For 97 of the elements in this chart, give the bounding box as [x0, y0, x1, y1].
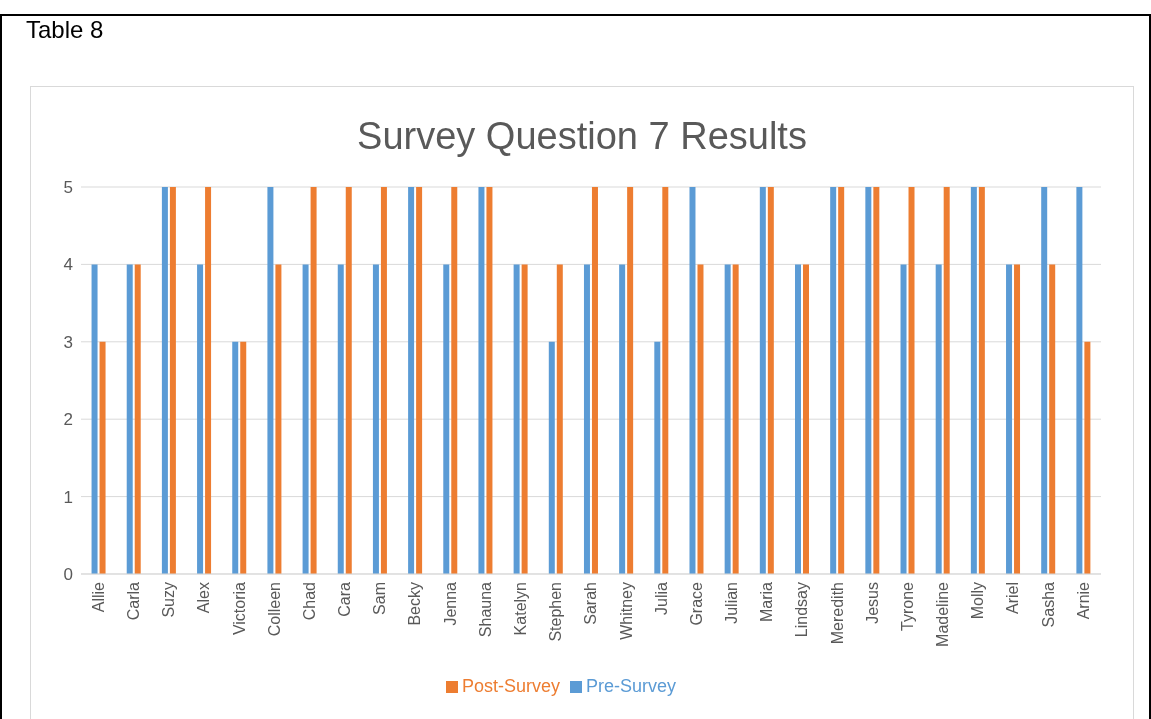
bar: [372, 264, 379, 574]
bar: [591, 187, 598, 574]
x-tick-label: Julia: [652, 581, 670, 615]
bar: [662, 187, 669, 574]
bar: [873, 187, 880, 574]
x-tick-label: Becky: [406, 582, 424, 626]
y-tick-label: 4: [63, 255, 73, 275]
y-tick-label: 1: [63, 487, 73, 507]
x-tick-label: Jenna: [441, 581, 459, 626]
bar: [205, 187, 212, 574]
bar: [267, 187, 274, 574]
bar: [548, 341, 555, 574]
x-tick-label: Jesus: [863, 582, 881, 624]
x-tick-label: Molly: [969, 582, 987, 620]
bar: [795, 264, 801, 574]
bar: [970, 187, 977, 574]
x-tick-label: Meredith: [828, 582, 846, 645]
x-tick-label: Sam: [371, 582, 389, 615]
y-tick-label: 0: [63, 565, 73, 585]
y-tick-label: 2: [63, 410, 73, 430]
x-tick-label: Whitney: [617, 582, 635, 640]
bar: [134, 264, 141, 574]
x-tick-label: Tyrone: [898, 581, 916, 631]
bar: [486, 187, 493, 574]
x-tick-label: Victoria: [230, 581, 248, 636]
bar: [443, 264, 450, 574]
bar: [380, 187, 387, 574]
bar: [556, 264, 563, 574]
bar: [416, 187, 423, 574]
bar: [732, 264, 739, 574]
bar: [1041, 187, 1048, 574]
x-tick-label: Lindsay: [793, 582, 811, 638]
bar: [697, 264, 704, 574]
x-tick-label: Chad: [300, 582, 318, 621]
bar: [830, 187, 837, 574]
bar: [513, 264, 520, 574]
bar: [197, 264, 204, 574]
bar: [627, 187, 634, 574]
bar: [478, 187, 485, 574]
bar: [978, 187, 985, 574]
bar: [865, 187, 872, 574]
x-tick-label: Maria: [758, 581, 776, 623]
x-tick-label: Colleen: [265, 582, 283, 637]
bar: [310, 187, 317, 574]
bar: [408, 187, 415, 574]
x-tick-label: Arnie: [1074, 581, 1092, 620]
bar: [232, 341, 239, 574]
x-tick-label: Carla: [125, 581, 143, 621]
bar: [935, 264, 942, 574]
x-tick-label: Katelyn: [512, 582, 530, 636]
bar: [302, 264, 309, 574]
y-tick-label: 3: [63, 332, 73, 352]
bar: [240, 341, 247, 574]
bar: [724, 264, 731, 574]
bar: [759, 187, 766, 574]
x-tick-label: Sarah: [582, 582, 600, 625]
bar: [337, 264, 344, 574]
bar: [99, 341, 106, 574]
bar: [1049, 264, 1056, 574]
x-tick-label: Sasha: [1039, 581, 1057, 628]
caption: Table 8: [26, 16, 104, 44]
x-tick-label: Allie: [89, 581, 107, 613]
bar: [521, 264, 528, 574]
bar: [689, 187, 696, 574]
x-tick-label: Grace: [687, 581, 705, 626]
bar: [838, 187, 845, 574]
x-tick-label: Stephen: [547, 582, 565, 642]
x-tick-label: Alex: [195, 582, 213, 614]
bar: [1014, 264, 1021, 574]
chart-title: Survey Question 7 Results: [356, 115, 808, 159]
bar: [908, 187, 915, 574]
y-tick-label: 5: [63, 178, 73, 198]
x-tick-label: Suzy: [160, 582, 178, 618]
bar: [767, 187, 774, 574]
bar: [803, 264, 809, 574]
bar: [126, 264, 133, 574]
x-tick-label: Madeline: [934, 581, 952, 647]
bar: [1084, 341, 1091, 574]
bar: [345, 187, 352, 574]
x-tick-label: Cara: [336, 581, 354, 617]
bar: [900, 264, 907, 574]
bar: [1076, 187, 1083, 574]
bar: [91, 264, 98, 574]
x-tick-label: Julian: [723, 582, 741, 624]
bar: [161, 187, 168, 574]
bar: [169, 187, 176, 574]
legend-label: Pre-Survey: [586, 676, 677, 696]
bar: [583, 264, 590, 574]
legend-label: Post-Survey: [461, 676, 560, 696]
bar: [619, 264, 626, 574]
bar: [275, 264, 282, 574]
bar: [654, 341, 661, 574]
bar: [943, 187, 950, 574]
bar: [1006, 264, 1013, 574]
x-tick-label: Ariel: [1004, 582, 1022, 615]
x-tick-label: Shauna: [476, 581, 494, 638]
bar: [451, 187, 458, 574]
